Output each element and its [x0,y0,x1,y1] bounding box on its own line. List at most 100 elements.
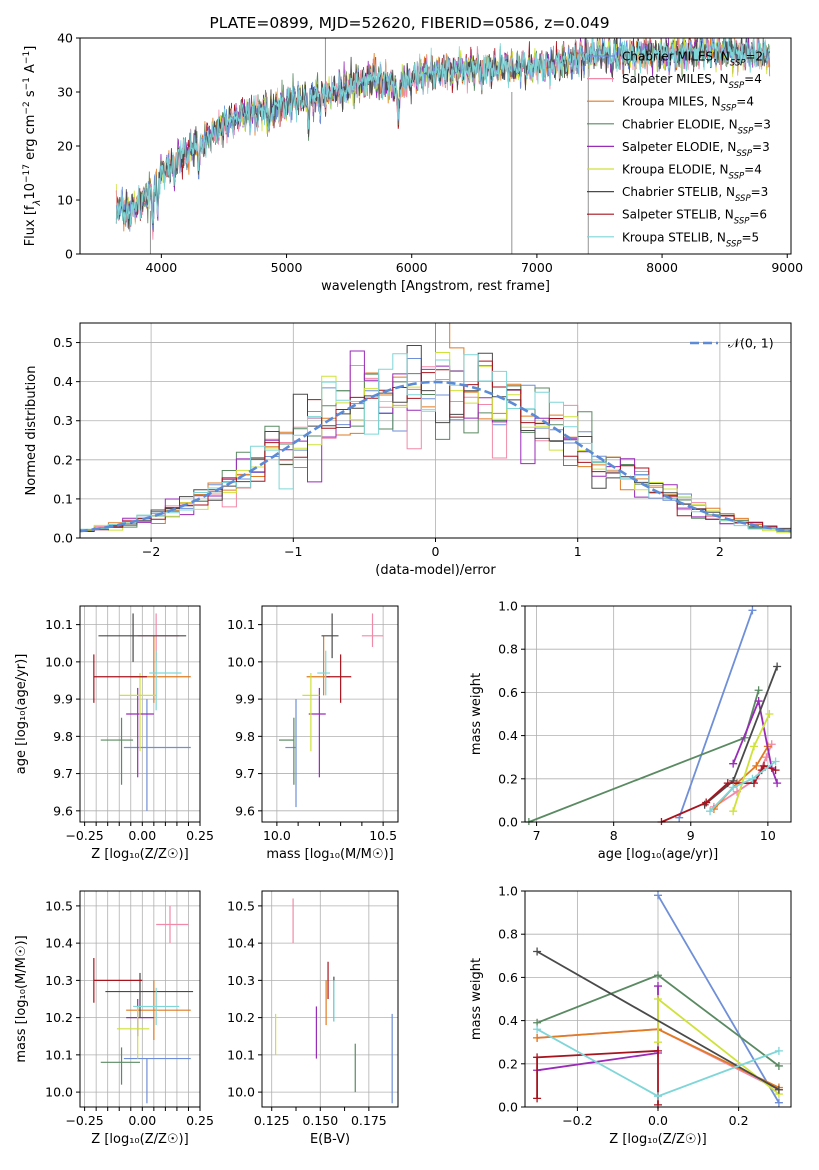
legend: Chabrier MILES, NSSP=2 Salpeter MILES, NS… [587,50,771,249]
x-tick-label: 0.125 [254,1113,290,1128]
legend-label: Salpeter ELODIE, NSSP=3 [622,140,770,159]
x-tick-label: 7 [533,828,541,843]
hist-kroupa-stelib [80,353,791,533]
y-tick-label: 0.0 [53,531,73,546]
y-axis-label: age [log₁₀(age/yr)] [14,654,29,775]
y-tick-label: 9.9 [53,692,73,707]
axes-frame [261,605,399,823]
y-tick-label: 0.3 [53,413,73,428]
x-tick-label: 0.175 [351,1113,387,1128]
spectrum-kroupa-stelib [115,38,771,226]
marker-chabrier-miles [654,891,662,900]
errorbar-kroupa-stelib [317,650,330,696]
marker-kroupa-stelib [774,1046,783,1055]
line-chabrier-miles [657,894,780,1104]
y-tick-label: 0.2 [498,771,518,786]
marker-salpeter-stelib [702,798,711,807]
normal-curve [80,380,791,533]
marker-kroupa-stelib [748,774,757,783]
y-tick-label: 1.0 [498,884,518,899]
marker-kroupa-stelib [729,783,738,792]
y-tick-label: 10.3 [45,973,73,988]
y-axis-label: mass weight [469,673,484,755]
y-tick-label: 9.7 [235,766,255,781]
errorbar-kroupa-elodie [116,1006,150,1059]
y-tick-label: 0.5 [53,335,73,350]
x-tick-label: 9 [687,828,695,843]
legend-label: Chabrier MILES, NSSP=2 [622,50,763,69]
axes-frame [261,890,399,1108]
x-tick-label: 5000 [271,260,303,275]
marker-kroupa-elodie [654,995,662,1003]
x-axis-label: Z [log₁₀(Z/Z☉)] [609,1132,706,1147]
y-tick-label: 9.6 [53,803,73,818]
y-axis-label: Flux [fλ10−17 erg cm−2 s−1 A−1] [22,46,43,247]
x-axis-label: E(B-V) [310,1132,350,1147]
errorbar-kroupa-miles [126,980,191,1040]
errorbar-chabrier-stelib [321,613,339,659]
figure-title: PLATE=0899, MJD=52620, FIBERID=0586, z=0… [209,14,609,32]
y-tick-label: 40 [57,31,73,46]
x-tick-label: 4000 [145,260,177,275]
y-tick-label: 10.2 [45,1010,73,1025]
legend-label: Chabrier ELODIE, NSSP=3 [622,117,771,136]
y-tick-label: 0.8 [498,927,518,942]
errorbar-chabrier-miles [123,699,191,811]
errorbar-chabrier-stelib [98,613,187,662]
errorbar-kroupa-stelib [133,987,180,1026]
x-tick-label: 0.2 [729,1113,749,1128]
y-tick-label: 0.8 [498,642,518,657]
x-tick-label: 10.0 [263,828,291,843]
y-tick-label: 0.6 [498,970,518,985]
y-tick-label: 10.0 [227,1085,255,1100]
x-axis-label: Z [log₁₀(Z/Z☉)] [91,847,188,862]
marker-kroupa-miles [752,761,761,770]
errorbar-chabrier-miles [123,1057,191,1104]
marker-kroupa-miles [533,1033,542,1042]
marker-salpeter-stelib [771,766,780,775]
y-tick-label: 0.0 [498,815,518,830]
marker-chabrier-miles [748,606,757,615]
x-tick-label: 10.5 [369,828,397,843]
marker-chabrier-elodie [754,686,763,695]
errorbars [93,613,191,811]
marker-kroupa-stelib [654,1092,662,1101]
weight-lines [533,891,783,1109]
marker-salpeter-stelib [654,1046,662,1055]
marker-salpeter-stelib [760,761,769,770]
y-tick-label: 0.1 [53,491,73,506]
marker-chabrier-elodie [774,1061,783,1070]
y-tick-label: 10.5 [45,898,73,913]
x-tick-label: −0.25 [65,1113,103,1128]
axes-frame [524,605,792,823]
x-tick-label: 8 [610,828,618,843]
y-tick-label: 10.1 [45,617,73,632]
y-tick-label: 1.0 [498,599,518,614]
panel-residuals: −2 −1 0 1 2 0.0 0.1 0.2 0.3 0.4 0.5 (data-model)/er… [24,322,792,578]
marker-kroupa-elodie [749,742,758,751]
y-axis-label: mass weight [469,958,484,1040]
x-axis-label: wavelength [Angstrom, rest frame] [321,279,550,294]
y-tick-label: 10.1 [227,617,255,632]
line-salpeter-stelib [536,1049,659,1105]
errorbars [279,613,384,808]
y-tick-label: 9.8 [235,729,255,744]
y-tick-label: 10.1 [227,1047,255,1062]
x-tick-label: 0.00 [128,1113,156,1128]
x-tick-label: 8000 [646,260,678,275]
x-tick-label: −0.2 [562,1113,592,1128]
x-tick-label: −2 [142,544,160,559]
line-salpeter-elodie [732,697,778,784]
line-kroupa-stelib [709,760,777,812]
y-axis-label: Normed distribution [24,366,39,496]
marker-salpeter-elodie [654,982,662,991]
marker-kroupa-elodie [654,1038,662,1047]
errorbar-chabrier-stelib [105,972,194,1018]
y-tick-label: 0.4 [498,1013,518,1028]
legend-label: Kroupa MILES, NSSP=4 [622,95,754,114]
errorbar-chabrier-elodie [100,717,134,785]
y-tick-label: 9.6 [235,803,255,818]
line-chabrier-elodie [528,689,760,823]
y-tick-label: 10.5 [227,898,255,913]
